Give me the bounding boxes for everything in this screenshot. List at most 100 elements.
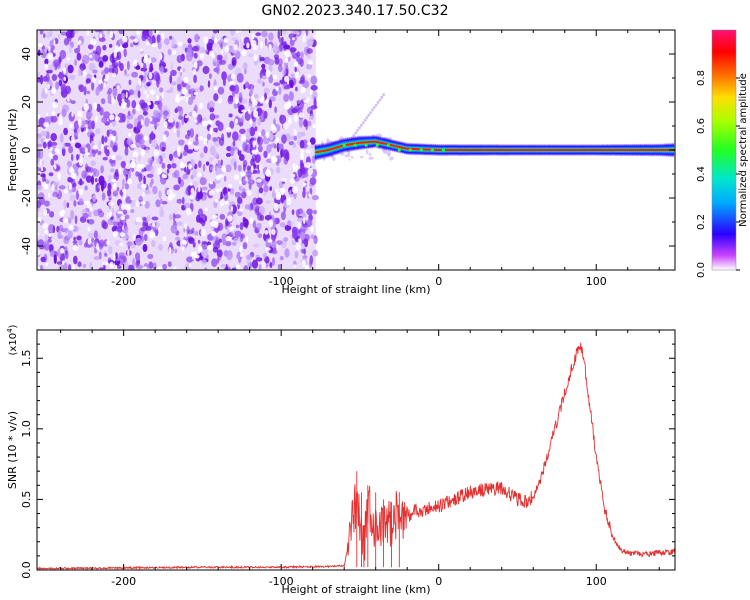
noise-gap <box>135 103 141 112</box>
noise-speckle <box>81 170 87 179</box>
noise-gap <box>104 73 110 80</box>
noise-gap <box>132 151 139 158</box>
noise-gap <box>259 97 264 104</box>
noise-speckle <box>300 167 308 175</box>
noise-gap <box>211 53 216 59</box>
noise-speckle <box>145 226 152 231</box>
noise-speckle <box>170 224 178 234</box>
noise-gap <box>211 215 218 219</box>
noise-speckle <box>143 62 147 73</box>
noise-speckle <box>124 225 129 234</box>
noise-speckle <box>221 233 227 242</box>
noise-gap <box>239 245 243 252</box>
noise-gap <box>268 44 272 51</box>
noise-speckle <box>41 87 45 94</box>
noise-speckle <box>151 216 159 221</box>
noise-gap <box>197 135 204 141</box>
snr-ticks: -200 -100 0 100 0.0 0.5 1.0 1.5 <box>20 330 675 588</box>
noise-gap <box>122 36 128 43</box>
noise-speckle <box>104 252 108 257</box>
noise-speckle <box>242 218 249 228</box>
noise-gap <box>267 239 273 243</box>
noise-speckle <box>227 96 234 105</box>
noise-speckle <box>278 143 284 150</box>
noise-gap <box>51 183 55 191</box>
noise-speckle <box>269 262 273 268</box>
noise-speckle <box>236 73 244 83</box>
noise-speckle <box>86 90 91 95</box>
noise-speckle <box>49 211 55 218</box>
noise-gap <box>83 103 89 111</box>
noise-speckle <box>293 105 301 112</box>
noise-speckle <box>121 113 126 123</box>
noise-speckle <box>110 159 116 167</box>
noise-speckle <box>248 100 253 107</box>
noise-gap <box>234 97 239 105</box>
noise-speckle <box>125 214 130 220</box>
noise-speckle <box>57 230 62 239</box>
noise-speckle <box>37 78 41 83</box>
noise-speckle <box>299 58 304 67</box>
noise-speckle <box>52 154 59 161</box>
noise-speckle <box>152 71 160 81</box>
noise-gap <box>53 39 56 46</box>
noise-speckle <box>290 30 298 35</box>
noise-speckle <box>129 115 133 121</box>
signal-streak <box>358 126 361 130</box>
noise-gap <box>239 180 242 185</box>
noise-gap <box>71 111 74 117</box>
noise-speckle <box>47 139 52 150</box>
noise-speckle <box>282 149 290 159</box>
snr-panel: -200 -100 0 100 0.0 0.5 1.0 1.5 Height of strai… <box>6 324 676 596</box>
noise-gap <box>304 265 310 270</box>
noise-speckle <box>224 193 229 201</box>
noise-gap <box>117 210 123 214</box>
noise-speckle <box>162 263 168 270</box>
noise-gap <box>147 101 152 106</box>
noise-speckle <box>282 67 286 76</box>
noise-speckle <box>73 236 76 241</box>
noise-gap <box>251 149 257 154</box>
noise-speckle <box>144 201 150 209</box>
noise-speckle <box>261 30 268 38</box>
noise-speckle <box>231 241 237 246</box>
noise-gap <box>200 53 205 59</box>
snr-ytick-label: 1.0 <box>20 420 33 438</box>
noise-gap <box>246 42 250 49</box>
noise-gap <box>238 208 243 212</box>
noise-speckle <box>161 162 166 169</box>
noise-gap <box>102 261 109 266</box>
noise-speckle <box>247 53 254 58</box>
noise-speckle <box>171 37 176 48</box>
noise-speckle <box>257 233 263 239</box>
noise-gap <box>136 164 142 172</box>
noise-speckle <box>142 221 147 228</box>
noise-gap <box>140 118 144 126</box>
noise-speckle <box>278 181 284 189</box>
noise-gap <box>63 76 66 81</box>
noise-speckle <box>184 134 191 140</box>
noise-speckle <box>245 204 249 210</box>
noise-gap <box>119 232 126 238</box>
signal-streak <box>380 95 384 99</box>
noise-speckle <box>112 221 120 227</box>
noise-speckle <box>280 148 283 158</box>
noise-speckle <box>64 250 69 260</box>
noise-speckle <box>196 60 203 67</box>
noise-gap <box>271 229 276 235</box>
noise-speckle <box>253 243 260 248</box>
noise-speckle <box>151 239 156 248</box>
noise-gap <box>181 239 188 245</box>
noise-speckle <box>78 239 83 246</box>
noise-speckle <box>117 93 123 103</box>
noise-gap <box>52 87 55 93</box>
noise-speckle <box>309 255 314 265</box>
noise-speckle <box>146 82 151 87</box>
noise-gap <box>282 122 289 130</box>
noise-speckle <box>235 224 240 229</box>
noise-gap <box>219 187 222 192</box>
noise-speckle <box>244 68 247 75</box>
noise-speckle <box>55 181 60 186</box>
noise-speckle <box>109 64 113 69</box>
noise-speckle <box>277 30 281 40</box>
